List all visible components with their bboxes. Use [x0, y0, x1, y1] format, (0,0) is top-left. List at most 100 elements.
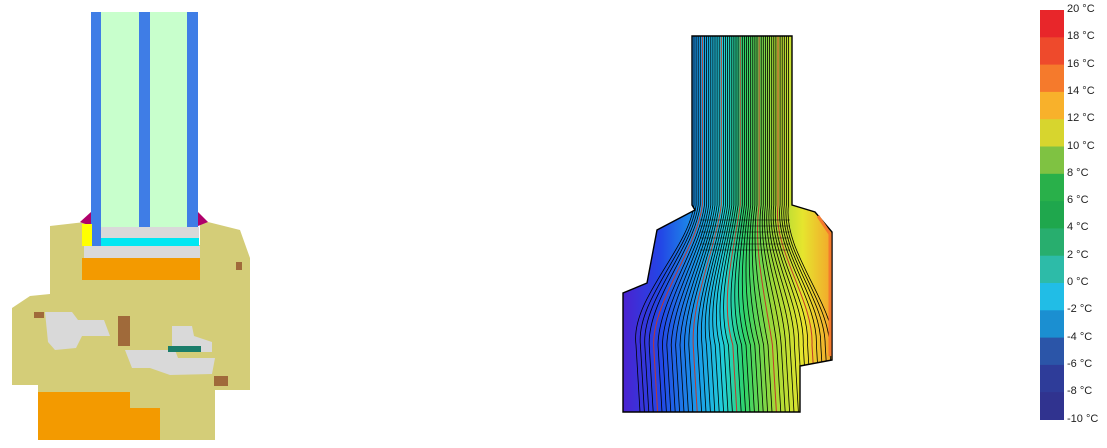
teal-insert — [168, 346, 201, 352]
isotherm-line — [704, 36, 728, 412]
isotherm-line — [723, 36, 739, 412]
detail-brown-2 — [34, 312, 44, 318]
legend-swatch — [1040, 64, 1064, 93]
legend-swatch — [1040, 337, 1064, 366]
isotherm-line — [738, 36, 751, 412]
detail-brown-3 — [214, 376, 228, 386]
legend-label: 12 °C — [1067, 112, 1095, 125]
isotherm-line — [761, 36, 786, 412]
isotherm-line — [741, 36, 755, 412]
isotherm-line — [726, 36, 741, 412]
isotherm-line — [745, 36, 760, 412]
temperature-legend-bar — [1040, 10, 1064, 420]
isotherm-line — [715, 36, 735, 412]
isotherm-line — [670, 36, 712, 412]
edge-seal-gray — [101, 227, 199, 239]
glazing-spacer-2 — [139, 12, 150, 248]
legend-swatch — [1040, 119, 1064, 147]
legend-label: 18 °C — [1067, 30, 1095, 43]
legend-swatch — [1040, 91, 1064, 120]
isotherm-line — [776, 36, 817, 412]
legend-label: -10 °C — [1067, 412, 1099, 425]
glass-pane-2 — [150, 12, 188, 240]
isotherm-line — [635, 36, 695, 412]
isotherm-line — [734, 36, 746, 412]
detail-brown-1 — [118, 316, 130, 346]
legend-label: 20 °C — [1067, 3, 1095, 15]
isotherm-line — [774, 36, 812, 412]
isotherm-line — [712, 36, 733, 412]
isotherm-line — [696, 36, 724, 412]
isotherm-line — [766, 36, 795, 412]
isotherm-line — [661, 36, 707, 412]
isotherm-line — [770, 36, 804, 412]
legend-swatch — [1040, 201, 1064, 229]
legend-swatch — [1040, 173, 1064, 202]
legend-swatch — [1040, 228, 1064, 257]
isotherm-line — [772, 36, 808, 412]
legend-label: 0 °C — [1067, 276, 1089, 288]
legend-label: 16 °C — [1067, 57, 1095, 70]
thermal-outline — [622, 35, 833, 413]
isotherm-line — [787, 36, 832, 412]
isotherm-line — [751, 36, 768, 412]
gasket-left — [80, 212, 91, 226]
glass-pane-1 — [98, 12, 140, 240]
isotherm-line — [768, 36, 799, 412]
legend-swatch — [1040, 392, 1064, 420]
edge-seal-yellow — [82, 224, 92, 246]
isotherm-line — [781, 36, 826, 412]
gasket-right — [198, 212, 208, 226]
legend-swatch — [1040, 310, 1064, 339]
isotherm-line — [688, 36, 720, 412]
material-cross-section — [12, 12, 250, 440]
isotherm-line — [759, 36, 782, 412]
legend-swatch — [1040, 364, 1064, 393]
legend-label: 2 °C — [1067, 248, 1089, 261]
isotherm-line — [748, 36, 764, 412]
detail-brown-4 — [236, 262, 242, 270]
isotherm-line — [648, 36, 701, 412]
isotherm-line — [708, 36, 731, 412]
legend-label: 4 °C — [1067, 221, 1089, 234]
isotherm-lines — [635, 36, 832, 412]
isotherm-line — [657, 36, 705, 412]
isotherm-line — [754, 36, 773, 412]
isotherm-line — [692, 36, 722, 412]
isotherm-line — [653, 36, 703, 412]
isotherm-plot — [622, 35, 833, 413]
legend-swatch — [1040, 37, 1064, 66]
isotherm-line — [666, 36, 710, 412]
legend-label: 6 °C — [1067, 194, 1089, 207]
legend-label: -6 °C — [1067, 357, 1093, 370]
isotherm-line — [783, 36, 830, 412]
legend-swatch — [1040, 283, 1064, 311]
isotherm-line — [700, 36, 726, 412]
reinforcement-mid — [125, 350, 215, 375]
hot-edge — [816, 215, 832, 356]
legend-label: 8 °C — [1067, 166, 1089, 179]
insulation-lower — [38, 392, 160, 440]
edge-seal-cyan — [101, 238, 199, 248]
isotherm-line — [730, 36, 743, 412]
insulation-upper — [82, 258, 200, 280]
isotherm-line — [683, 36, 718, 412]
reinforcement-right — [172, 326, 212, 352]
isotherm-line — [719, 36, 737, 412]
glazing-spacer-3 — [187, 12, 198, 248]
isotherm-line — [675, 36, 714, 412]
isotherm-line — [764, 36, 790, 412]
isotherm-line — [679, 36, 716, 412]
legend-label: -4 °C — [1067, 330, 1093, 343]
legend-swatch — [1040, 10, 1064, 38]
legend-swatch — [1040, 146, 1064, 175]
glazing-spacer-1 — [91, 12, 101, 248]
isotherm-line — [639, 36, 697, 412]
isotherm-line — [757, 36, 777, 412]
legend-label: 14 °C — [1067, 84, 1095, 97]
legend-swatch — [1040, 255, 1064, 284]
edge-seal-block — [84, 246, 200, 258]
legend-label: -2 °C — [1067, 303, 1093, 316]
